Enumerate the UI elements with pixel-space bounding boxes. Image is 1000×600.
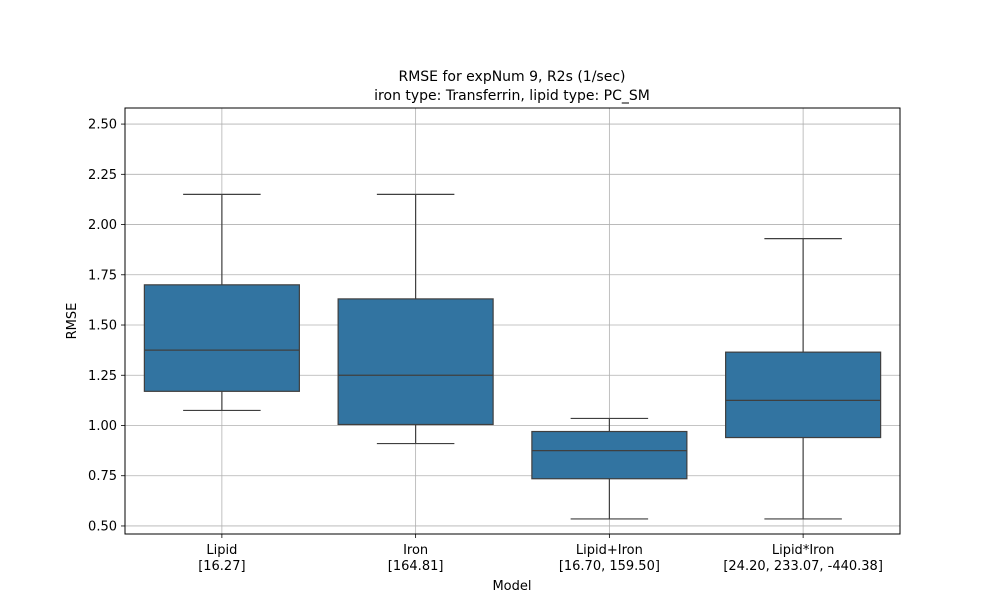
box-plot-lipid-iron (725, 238, 882, 520)
x-tick-sublabel: [16.70, 159.50] (559, 559, 660, 574)
y-tick-label: 2.00 (88, 218, 117, 233)
chart-title-line-2: iron type: Transferrin, lipid type: PC_S… (374, 88, 650, 104)
plot-area-frame (124, 107, 901, 535)
y-tick-label: 1.75 (88, 268, 117, 283)
x-tick-label: Lipid*Iron (772, 543, 835, 558)
iqr-box (143, 284, 300, 392)
box-plot-iron (337, 193, 494, 445)
x-tick-label: Lipid+Iron (576, 543, 643, 558)
y-tick-label: 1.50 (88, 319, 117, 334)
y-tick-label: 1.25 (88, 369, 117, 384)
y-tick-label: 1.00 (88, 419, 117, 434)
x-tick-sublabel: [16.27] (198, 559, 245, 574)
x-tick-sublabel: [164.81] (388, 559, 444, 574)
y-tick-label: 0.50 (88, 519, 117, 534)
iqr-box (531, 430, 688, 480)
x-tick-label: Iron (403, 543, 428, 558)
x-tick-label: Lipid (206, 543, 237, 558)
y-tick-label: 0.75 (88, 469, 117, 484)
y-axis-ticks: 0.50 0.75 1.00 1.25 1.50 1.75 2.00 2.25 2.50 (88, 118, 125, 534)
y-tick-label: 2.25 (88, 168, 117, 183)
y-tick-label: 2.50 (88, 118, 117, 133)
x-axis-label: Model (492, 579, 531, 594)
box-plots (143, 193, 882, 520)
iqr-box (725, 351, 882, 439)
box-plot-lipid (143, 193, 300, 412)
box-plot-lipid-iron (531, 417, 688, 520)
y-axis-label: RMSE (65, 303, 80, 340)
iqr-box (337, 298, 494, 426)
x-tick-sublabel: [24.20, 233.07, -440.38] (723, 559, 883, 574)
chart-title-line-1: RMSE for expNum 9, R2s (1/sec) (398, 69, 625, 85)
x-axis-ticks: Lipid[16.27] Iron[164.81] Lipid+Iron[16.70… (198, 534, 883, 574)
